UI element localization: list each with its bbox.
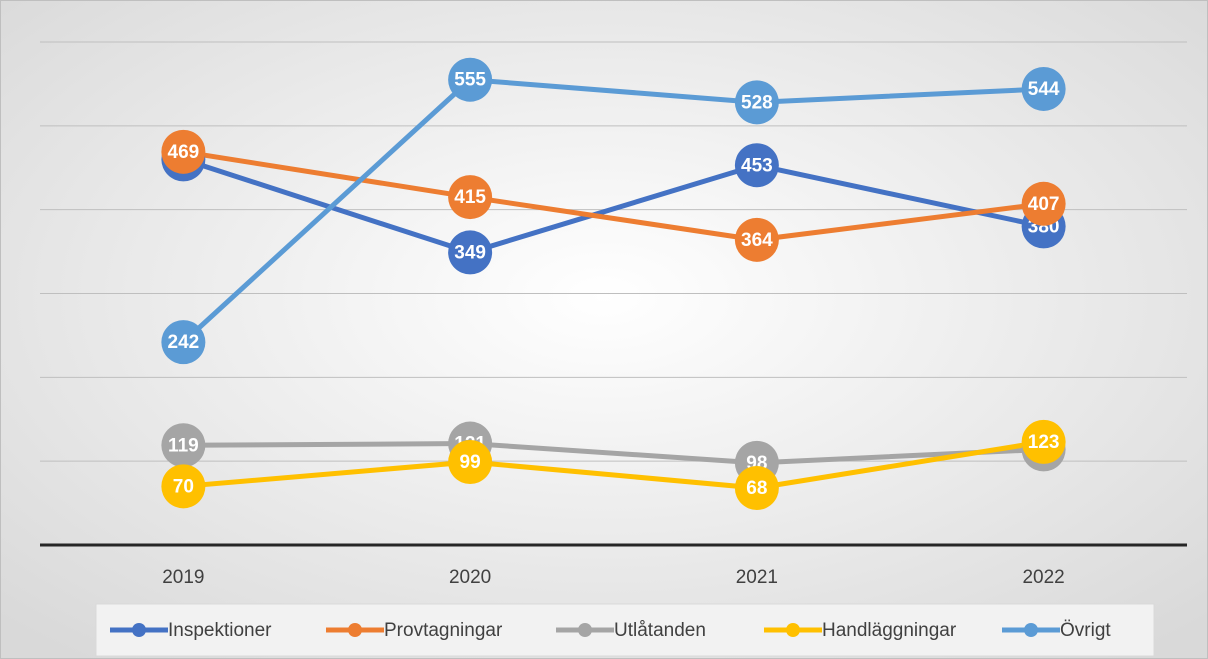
data-point (161, 423, 206, 468)
series-line (182, 156, 1045, 255)
data-point (734, 217, 779, 262)
data-label: 407 (1028, 194, 1060, 215)
data-label: 70 (173, 476, 194, 497)
data-point (1021, 66, 1066, 111)
data-label: 453 (741, 155, 773, 176)
legend-marker (786, 623, 800, 637)
data-label: 415 (454, 187, 486, 208)
data-point (734, 465, 779, 510)
legend-label: Övrigt (1060, 620, 1111, 641)
data-point (1021, 181, 1066, 226)
x-tick-label: 2020 (449, 567, 491, 588)
legend-marker (132, 623, 146, 637)
series-line (181, 77, 1044, 344)
data-point (448, 57, 493, 102)
legend-label: Inspektioner (168, 620, 272, 641)
data-point (161, 320, 206, 365)
data-label: 68 (746, 478, 767, 499)
data-label: 528 (741, 92, 773, 113)
data-label: 119 (168, 435, 199, 456)
legend-label: Provtagningar (384, 620, 503, 641)
x-tick-label: 2021 (736, 567, 778, 588)
legend-marker (578, 623, 592, 637)
data-point (448, 175, 493, 220)
legend-marker (1024, 623, 1038, 637)
data-point (448, 440, 493, 485)
data-label: 555 (454, 70, 486, 91)
data-point (734, 143, 779, 188)
x-tick-label: 2022 (1022, 567, 1064, 588)
legend-label: Handläggningar (822, 620, 957, 641)
data-label: 469 (168, 142, 200, 163)
data-point (1021, 419, 1066, 464)
data-label: 364 (741, 230, 773, 251)
data-point (734, 80, 779, 125)
data-label: 544 (1028, 79, 1060, 100)
series-line (182, 149, 1044, 243)
data-point (161, 129, 206, 174)
data-point (448, 230, 493, 275)
series-line (183, 441, 1044, 466)
data-label: 123 (1028, 432, 1060, 453)
data-label: 349 (454, 242, 486, 263)
x-tick-label: 2019 (162, 567, 204, 588)
legend-label: Utlåtanden (614, 620, 706, 641)
data-point (161, 464, 206, 509)
series-line (183, 439, 1045, 491)
data-label: 242 (168, 332, 200, 353)
legend-marker (348, 623, 362, 637)
legend-box (95, 603, 1155, 657)
data-label: 99 (460, 452, 481, 473)
